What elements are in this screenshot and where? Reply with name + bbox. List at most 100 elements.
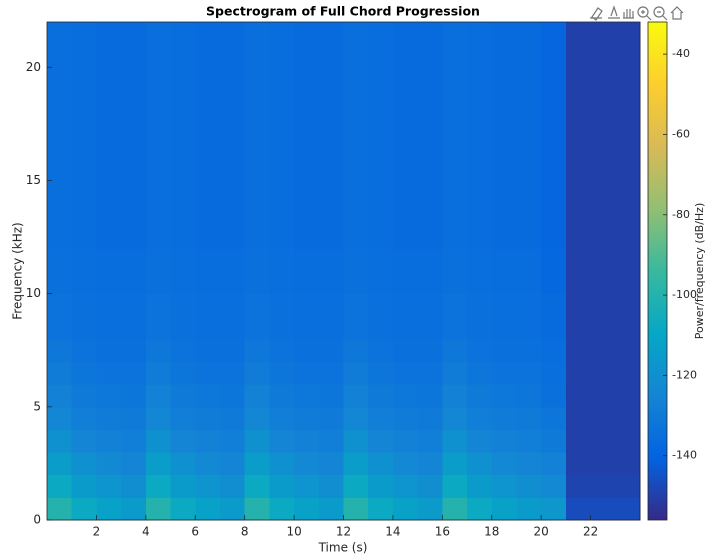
datatip-icon[interactable] xyxy=(608,5,620,19)
cell xyxy=(244,406,270,430)
cell xyxy=(219,452,246,476)
cell xyxy=(590,429,616,453)
x-tick-label: 12 xyxy=(336,525,351,539)
cell xyxy=(516,338,542,363)
cell xyxy=(96,293,122,340)
cell xyxy=(96,406,122,430)
cell xyxy=(96,112,122,159)
cell xyxy=(294,361,320,385)
cell xyxy=(121,361,147,385)
cell xyxy=(615,497,641,521)
cell xyxy=(269,22,295,68)
cell xyxy=(244,361,270,385)
cell xyxy=(541,497,567,521)
zoom-in-icon[interactable] xyxy=(637,6,649,18)
cell xyxy=(294,112,320,159)
cell xyxy=(590,67,616,114)
cell xyxy=(343,452,369,476)
cell xyxy=(269,452,295,476)
cell xyxy=(565,384,592,408)
cell xyxy=(318,474,344,498)
cell xyxy=(244,248,270,295)
cell xyxy=(47,112,73,159)
cell xyxy=(491,429,517,453)
brush-icon[interactable] xyxy=(590,7,603,21)
cell xyxy=(615,429,641,453)
cell xyxy=(565,406,592,430)
cell xyxy=(590,112,616,159)
cell xyxy=(368,452,394,476)
cell xyxy=(467,384,493,408)
pan-icon[interactable] xyxy=(623,9,634,19)
cell xyxy=(442,474,468,498)
cell xyxy=(47,429,73,453)
cell xyxy=(565,338,592,363)
cell xyxy=(565,474,592,498)
cell xyxy=(195,293,221,340)
colorbar-label: Power/frequency (dB/Hz) xyxy=(693,203,706,340)
cell xyxy=(96,474,122,498)
cell xyxy=(368,406,394,430)
cell xyxy=(491,497,517,521)
cell xyxy=(244,384,270,408)
zoom-out-icon[interactable] xyxy=(653,6,665,18)
cell xyxy=(491,384,517,408)
cell xyxy=(121,452,147,476)
cell xyxy=(516,203,542,249)
cell xyxy=(318,112,344,159)
cell xyxy=(615,293,641,340)
cell xyxy=(417,157,443,204)
cell xyxy=(516,474,542,498)
home-icon[interactable] xyxy=(670,6,684,20)
cell xyxy=(145,406,172,430)
cell xyxy=(343,112,369,159)
x-tick-label: 2 xyxy=(93,525,101,539)
cell xyxy=(343,22,369,68)
cell xyxy=(318,248,344,295)
cell xyxy=(145,112,172,159)
cell xyxy=(565,452,592,476)
colorbar-tick-label: -140 xyxy=(672,449,697,462)
cell xyxy=(491,406,517,430)
cell xyxy=(491,338,517,363)
cell xyxy=(318,406,344,430)
cell xyxy=(318,157,344,204)
cell xyxy=(590,293,616,340)
cell xyxy=(47,497,73,521)
cell xyxy=(368,497,394,521)
cell xyxy=(467,22,493,68)
cell xyxy=(392,384,419,408)
cell xyxy=(442,497,468,521)
colorbar xyxy=(647,21,668,521)
cell xyxy=(565,157,592,204)
cell xyxy=(170,338,196,363)
cell xyxy=(145,384,172,408)
cell xyxy=(516,157,542,204)
cell xyxy=(121,474,147,498)
toolbar[interactable] xyxy=(590,5,684,21)
cell xyxy=(565,67,592,114)
cell xyxy=(121,497,147,521)
y-tick-label: 10 xyxy=(26,286,41,300)
cell xyxy=(96,497,122,521)
cell xyxy=(467,157,493,204)
cell xyxy=(294,203,320,249)
cell xyxy=(195,497,221,521)
cell xyxy=(121,248,147,295)
cell xyxy=(294,452,320,476)
y-tick-label: 0 xyxy=(33,513,41,527)
cell xyxy=(145,293,172,340)
cell xyxy=(71,361,97,385)
cell xyxy=(269,406,295,430)
cell xyxy=(615,248,641,295)
cell xyxy=(71,497,97,521)
y-tick-label: 15 xyxy=(26,173,41,187)
cell xyxy=(343,497,369,521)
cell xyxy=(170,452,196,476)
cell xyxy=(368,203,394,249)
cell xyxy=(294,338,320,363)
cell xyxy=(541,203,567,249)
x-axis-label: Time (s) xyxy=(318,541,368,555)
cell xyxy=(467,338,493,363)
cell xyxy=(565,293,592,340)
